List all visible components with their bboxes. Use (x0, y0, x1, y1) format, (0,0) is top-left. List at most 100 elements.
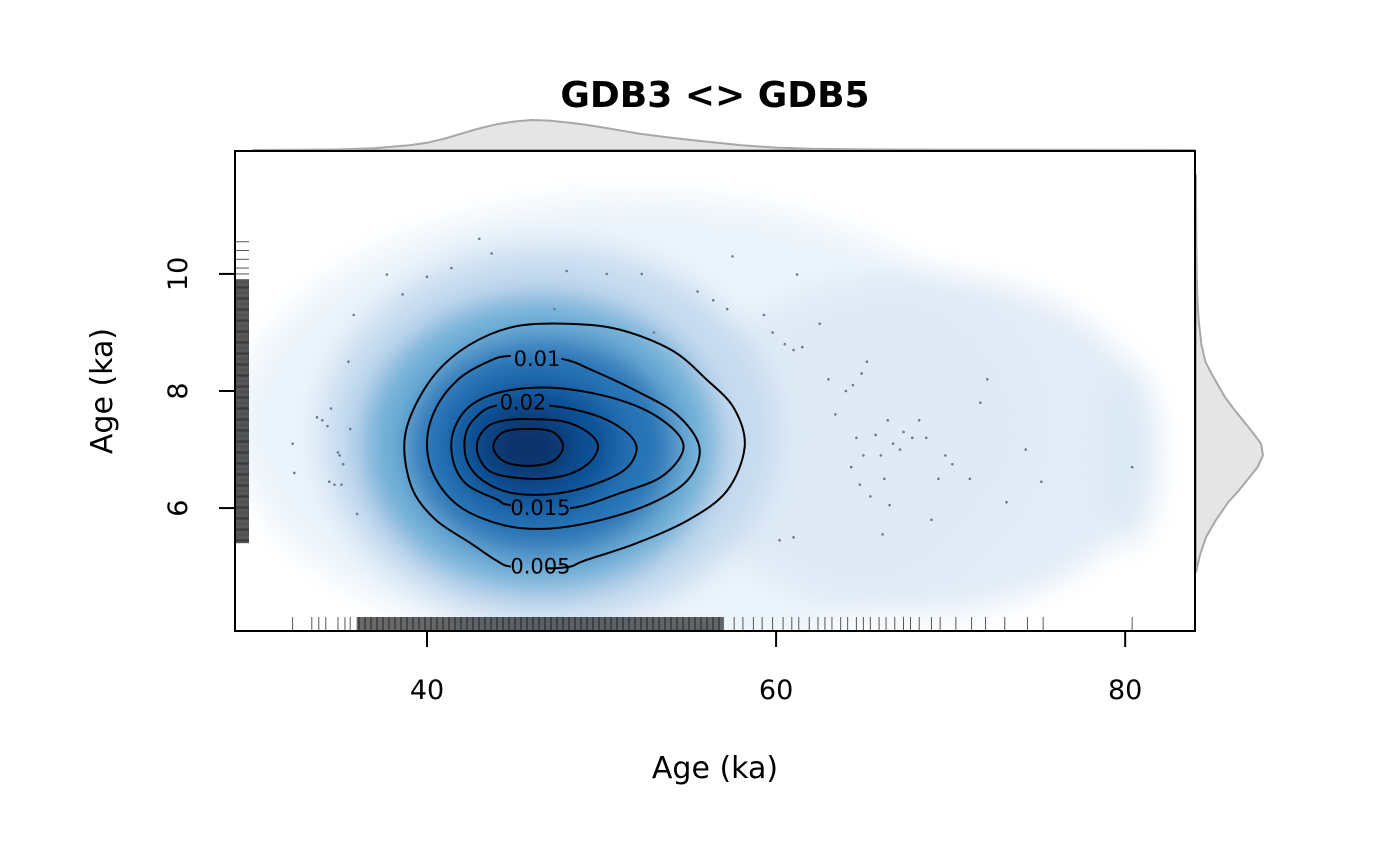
sample-point (910, 436, 914, 440)
contour-line (425, 354, 701, 530)
sample-point (333, 483, 336, 486)
sample-points (291, 237, 1134, 542)
sample-point (951, 462, 954, 466)
sample-point (329, 407, 333, 410)
sample-point (795, 273, 799, 276)
sample-point (652, 331, 656, 334)
x-marginal-density (252, 118, 1196, 151)
sample-point (855, 436, 858, 440)
sample-point (937, 477, 940, 481)
sample-point (778, 538, 781, 542)
sample-point (827, 377, 830, 381)
sample-point (450, 266, 453, 270)
sample-point (792, 536, 795, 539)
x-tick-label: 60 (759, 675, 793, 706)
sample-point (979, 401, 982, 405)
sample-point (355, 512, 359, 516)
sample-point (844, 389, 848, 393)
density-peak (483, 410, 574, 483)
x-axis-label: Age (ka) (652, 751, 778, 786)
sample-point (348, 427, 352, 431)
sample-point (347, 360, 350, 364)
sample-point (891, 442, 895, 445)
y-tick-label: 6 (163, 500, 194, 517)
sample-point (860, 372, 863, 375)
sample-point (886, 418, 890, 422)
sample-point (696, 290, 699, 293)
density-heatmap (236, 196, 1159, 631)
x-tick-label: 40 (410, 675, 444, 706)
contour-label: 0.01 (514, 347, 561, 371)
chart-title: GDB3 <> GDB5 (560, 75, 869, 116)
sample-point (731, 255, 734, 258)
sample-point (858, 483, 862, 486)
sample-point (315, 416, 319, 419)
x-axis: 40 60 80 (410, 631, 1142, 706)
sample-point (293, 471, 296, 475)
sample-point (883, 477, 886, 481)
sample-point (340, 483, 343, 486)
sample-point (762, 313, 766, 317)
sample-point (385, 273, 389, 276)
rug-marks (235, 241, 1133, 631)
x-marginal-curve (252, 118, 1196, 151)
sample-point (800, 345, 804, 349)
plot-area: 0.005 0.01 0.015 0.02 (236, 196, 1159, 631)
sample-point (818, 322, 822, 325)
sample-point (888, 503, 891, 507)
sample-point (917, 418, 921, 422)
sample-point (851, 383, 855, 387)
y-marginal-density (1195, 174, 1265, 573)
sample-point (924, 436, 928, 440)
y-tick-label: 8 (163, 382, 194, 399)
contour-line (450, 386, 685, 510)
sample-point (865, 360, 869, 364)
sample-point (326, 424, 329, 428)
sample-point (341, 462, 345, 466)
sample-point (834, 413, 837, 416)
sample-point (725, 307, 729, 311)
sample-point (879, 454, 883, 457)
y-tick-label: 10 (163, 257, 194, 291)
sample-point (862, 454, 865, 457)
sample-point (1040, 480, 1043, 484)
sample-point (338, 454, 342, 457)
sample-point (944, 454, 947, 457)
contour-label: 0.02 (500, 391, 547, 415)
contour-line (492, 428, 565, 467)
sample-point (1005, 500, 1008, 504)
sample-point (336, 451, 340, 454)
sample-point (849, 465, 853, 469)
sample-point (771, 331, 774, 334)
sample-point (478, 237, 481, 241)
density-tail (675, 273, 1156, 614)
y-axis-label: Age (ka) (85, 328, 120, 454)
contour-line (403, 322, 746, 570)
sample-point (869, 495, 872, 498)
sample-point (640, 272, 643, 276)
y-marginal-curve (1195, 174, 1265, 573)
x-tick-label: 80 (1108, 675, 1142, 706)
sample-point (605, 272, 609, 276)
sample-point (898, 448, 902, 451)
density-tail-right (1102, 365, 1159, 546)
contour-label: 0.005 (510, 555, 570, 579)
sample-point (327, 480, 331, 484)
y-axis: 6 8 10 (163, 257, 235, 517)
sample-point (1024, 448, 1027, 451)
sample-point (490, 252, 493, 255)
sample-point (792, 348, 795, 352)
sample-point (968, 477, 972, 481)
sample-point (320, 418, 324, 422)
contour-line (475, 418, 600, 480)
sample-point (565, 269, 568, 273)
sample-point (352, 313, 355, 317)
sample-point (783, 342, 787, 346)
sample-point (711, 298, 715, 302)
sample-point (902, 430, 905, 434)
sample-point (985, 377, 989, 381)
sample-point (401, 293, 404, 296)
sample-point (553, 307, 556, 311)
sample-point (425, 275, 429, 279)
